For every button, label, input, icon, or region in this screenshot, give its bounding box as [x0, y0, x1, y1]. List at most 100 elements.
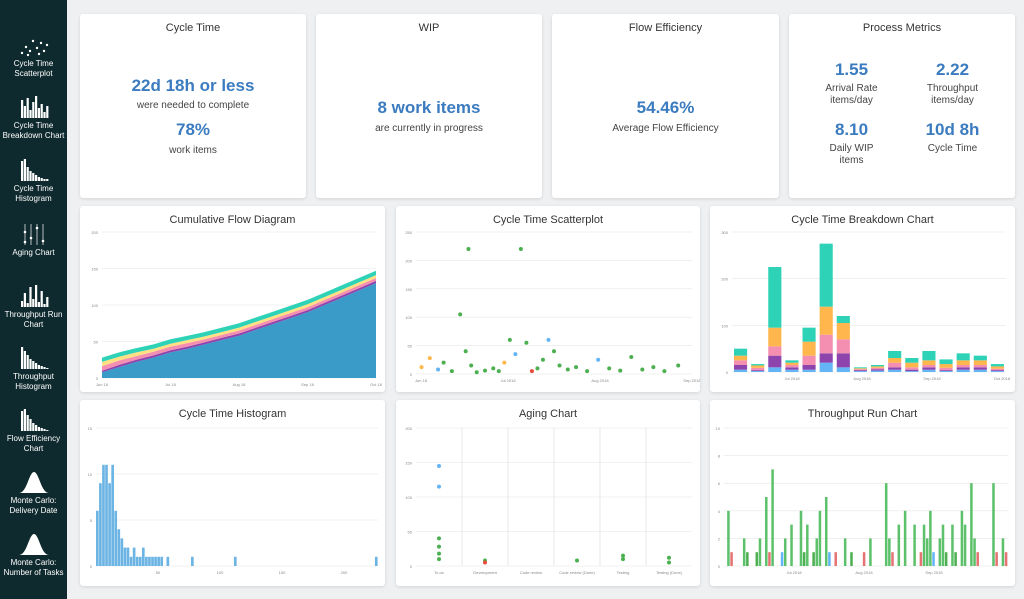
scatter-point	[607, 366, 612, 371]
sidebar-item-7[interactable]: Monte Carlo: Delivery Date	[0, 470, 67, 516]
cfd-panel[interactable]: Cumulative Flow Diagram 0 50 100 150 200 Jun …	[80, 206, 385, 392]
panel-title: Throughput Run Chart	[807, 408, 918, 420]
x-tick-label: Jul 2018	[500, 378, 516, 383]
breakdown-bar-segment	[871, 366, 885, 368]
aging-point	[437, 463, 441, 468]
scatter-point	[676, 363, 681, 368]
aging-chart[interactable]: 0 50 100 150 200 To do Development Code review C…	[396, 400, 700, 586]
y-tick-label: 100	[405, 315, 412, 320]
y-tick-label: 50	[408, 530, 413, 535]
cfd-area	[102, 283, 376, 378]
category-label: To do	[434, 570, 445, 575]
daily-wip-metric: 8.10 Daily WIP items	[804, 120, 899, 167]
y-tick-label: 0	[726, 370, 729, 375]
aging-point	[621, 557, 625, 562]
sidebar-item-0[interactable]: Cycle Time Scatterplot	[0, 33, 67, 79]
scatter-point	[535, 366, 540, 371]
breakdown-bar-segment	[802, 355, 816, 365]
cycle-time-desc: were needed to complete	[136, 100, 250, 111]
scatter-point	[565, 367, 570, 372]
throughput-histogram-icon	[20, 347, 48, 369]
run-bar	[758, 538, 762, 566]
aging-panel[interactable]: Aging Chart 0 50 100 150 200 To do Development…	[396, 400, 700, 586]
breakdown-bar-segment	[939, 359, 953, 365]
histogram-bar	[102, 464, 105, 566]
run-bar	[799, 510, 803, 566]
breakdown-bar-segment	[956, 353, 970, 361]
breakdown-bar-segment	[802, 369, 816, 372]
scatter-point	[463, 349, 468, 354]
sidebar-item-5[interactable]: Throughput Histogram	[0, 346, 67, 392]
sidebar-item-4[interactable]: Throughput Run Chart	[0, 284, 67, 330]
sidebar-item-label: Monte Carlo: Delivery Date	[9, 496, 58, 515]
scatter-point	[596, 357, 601, 362]
run-bar	[818, 510, 822, 566]
scatter-point	[502, 360, 507, 365]
breakdown-bar-segment	[768, 327, 782, 347]
x-tick-label: Aug 2018	[853, 376, 871, 381]
run-bar	[1004, 552, 1008, 566]
throughput-run-chart[interactable]: 0 2 4 6 8 10 Jul 2018 Aug 2018 Sep 2018	[710, 400, 1015, 586]
arrival-rate-metric: 1.55 Arrival Rate items/day	[804, 60, 899, 107]
breakdown-bar-segment	[819, 334, 833, 354]
run-bar	[925, 538, 929, 566]
breakdown-bar-segment	[939, 371, 953, 372]
y-tick-label: 150	[405, 287, 412, 292]
breakdown-chart[interactable]: 0 100 200 300 Jul 2018 Aug 2018 Sep 2018 Oct 20…	[710, 206, 1015, 392]
run-bar	[995, 552, 998, 566]
histogram-bar	[135, 556, 139, 566]
histogram-bar	[117, 529, 121, 566]
scatter-point	[419, 365, 424, 370]
breakdown-bar-segment	[871, 369, 885, 371]
y-tick-label: 0	[410, 372, 413, 377]
flow-efficiency-value: 54.46%	[636, 98, 695, 117]
histogram-bar	[114, 510, 118, 566]
scatter-point	[496, 369, 501, 374]
breakdown-bar-segment	[819, 243, 833, 307]
cycle-time-scatter-chart[interactable]: 0 50 100 150 200 250 Jun 18 Jul 2018 Aug 2018 Sep…	[396, 206, 700, 392]
histogram-bar	[157, 556, 160, 566]
scatter-point	[651, 365, 656, 370]
category-label: Code review (Done)	[559, 570, 595, 575]
y-tick-label: 200	[721, 277, 728, 282]
cfd-area	[102, 280, 376, 373]
sidebar-item-6[interactable]: Flow Efficiency Chart	[0, 408, 67, 454]
scatter-point	[574, 365, 579, 370]
process-metrics-card: Process Metrics 1.55 Arrival Rate items/…	[789, 14, 1015, 198]
y-tick-label: 5	[90, 518, 93, 523]
daily-wip-label: Daily WIP items	[829, 143, 874, 166]
run-bar	[812, 552, 815, 566]
histogram-icon	[20, 159, 48, 181]
sidebar-item-1[interactable]: Cycle Time Breakdown Chart	[0, 95, 67, 141]
cycle-time-value: 22d 18h or less	[131, 76, 255, 95]
histogram-panel[interactable]: Cycle Time Histogram 0 5 10 15 50 100 150 200	[80, 400, 385, 586]
cycle-time-percent: 78%	[175, 120, 211, 139]
aging-point	[437, 484, 441, 489]
breakdown-bar-segment	[768, 367, 782, 372]
histogram-bar	[138, 556, 142, 566]
x-tick-label: Jul 18	[165, 382, 176, 387]
sidebar-item-2[interactable]: Cycle Time Histogram	[0, 158, 67, 204]
breakdown-bar-segment	[853, 369, 867, 371]
aging-point	[667, 555, 671, 560]
breakdown-bar-segment	[802, 341, 816, 356]
run-bar	[897, 524, 901, 566]
breakdown-panel[interactable]: Cycle Time Breakdown Chart 0 100 200 300 Jul…	[710, 206, 1015, 392]
breakdown-bar-segment	[871, 367, 885, 370]
run-bar	[869, 538, 872, 566]
sidebar-item-8[interactable]: Monte Carlo: Number of Tasks	[0, 532, 67, 578]
runchart-panel[interactable]: Throughput Run Chart 0 2 4 6 8 10 Jul 2018 Aug …	[710, 400, 1015, 586]
breakdown-bar-segment	[853, 367, 867, 369]
sidebar-item-3[interactable]: Aging Chart	[0, 222, 67, 258]
run-bar	[973, 538, 976, 566]
aging-point	[437, 536, 441, 541]
run-bar	[929, 510, 932, 566]
scatter-panel[interactable]: Cycle Time Scatterplot 0 50 100 150 200 250 Ju…	[396, 206, 700, 392]
breakdown-bar-segment	[973, 367, 987, 370]
cycle-time-histogram-chart[interactable]: 0 5 10 15 50 100 150 200	[80, 400, 385, 586]
cycle-time-unit: work items	[169, 145, 217, 156]
breakdown-bar-segment	[768, 355, 782, 368]
breakdown-bar-segment	[751, 371, 765, 372]
cumulative-flow-chart[interactable]: 0 50 100 150 200 Jun 18 Jul 18 Aug 18 Sep 18 Oct …	[80, 206, 385, 392]
y-tick-label: 0	[96, 376, 99, 381]
